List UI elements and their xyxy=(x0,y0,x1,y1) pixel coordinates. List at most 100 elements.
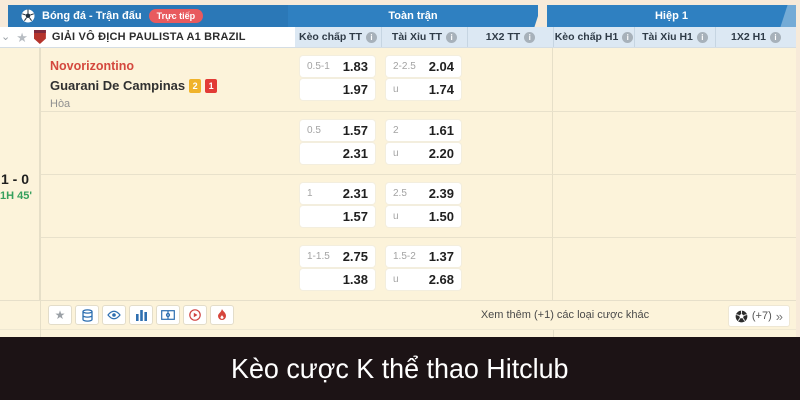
odds-button[interactable]: u 1.50 xyxy=(386,206,461,227)
half-divider xyxy=(553,330,554,337)
column-header-1x2-h1: 1X2 H1 xyxy=(715,27,796,47)
pitch-view-button[interactable] xyxy=(156,305,180,325)
h1-handicap-cell-empty xyxy=(553,48,634,111)
column-header-handicap-h1: Kèo chấp H1 xyxy=(553,27,634,47)
stats-chart-button[interactable] xyxy=(129,305,153,325)
overunder-odds-cell: 2-2.5 2.04 u 1.74 xyxy=(381,48,467,111)
score-gutter xyxy=(0,111,39,174)
score-gutter xyxy=(0,237,39,300)
odds-button[interactable]: u 1.74 xyxy=(386,79,461,100)
column-header-handicap-ft: Kèo chấp TT xyxy=(295,27,381,47)
odds-button[interactable]: 1.57 xyxy=(300,206,375,227)
favorite-star-icon[interactable]: ★ xyxy=(16,29,28,45)
home-team-name[interactable]: Novorizontino xyxy=(50,59,135,73)
odds-button[interactable]: u 2.68 xyxy=(386,269,461,290)
h1-1x2-cell-empty xyxy=(715,48,796,111)
live-stream-button[interactable] xyxy=(183,305,207,325)
favorite-star-button[interactable]: ★ xyxy=(48,305,72,325)
league-header-row: ⌄ ★ GIẢI VÔ ĐỊCH PAULISTA A1 BRAZIL Kèo … xyxy=(0,27,796,48)
1x2-odds-cell-empty xyxy=(467,48,553,111)
odds-button[interactable]: 2.31 xyxy=(300,143,375,164)
team-cell: Novorizontino Guarani De Campinas 2 1 Hòa xyxy=(40,48,295,111)
odds-button[interactable]: 1.5-2 1.37 xyxy=(386,246,461,267)
table-row: Novorizontino Guarani De Campinas 2 1 Hòa … xyxy=(0,48,796,111)
score-gutter xyxy=(0,48,39,111)
caption-banner: Kèo cược K thể thao Hitclub xyxy=(0,337,800,400)
info-icon[interactable] xyxy=(770,31,782,43)
overunder-odds-cell: 2 1.61 u 2.20 xyxy=(381,112,467,174)
info-icon[interactable] xyxy=(366,31,377,43)
more-bets-link[interactable]: Xem thêm (+1) các loại cược khác xyxy=(480,309,650,321)
yellow-card-badge: 2 xyxy=(189,79,202,93)
table-row: 0.5 1.57 2.31 2 1.61 u 2.20 xyxy=(0,111,796,174)
red-card-badge: 1 xyxy=(205,79,218,93)
chevron-right-icon: » xyxy=(775,308,783,324)
odds-button[interactable]: 2-2.5 2.04 xyxy=(386,56,461,77)
draw-label: Hòa xyxy=(50,98,71,110)
live-badge[interactable]: Trực tiếp xyxy=(148,9,204,23)
sport-breadcrumb: Bóng đá - Trận đấu xyxy=(42,10,142,22)
odds-button[interactable]: 0.5 1.57 xyxy=(300,120,375,141)
flame-icon xyxy=(218,309,226,320)
column-header-overunder-ft: Tài Xỉu TT xyxy=(381,27,467,47)
collapse-caret-icon[interactable]: ⌄ xyxy=(1,30,11,43)
league-crest-icon xyxy=(33,30,46,44)
1x2-odds-cell-empty xyxy=(467,175,553,237)
info-icon[interactable] xyxy=(622,31,634,43)
soccer-ball-icon xyxy=(735,310,748,322)
odds-body: Novorizontino Guarani De Campinas 2 1 Hòa … xyxy=(0,48,796,300)
eye-icon xyxy=(107,310,121,320)
odds-button[interactable]: 2.5 2.39 xyxy=(386,183,461,204)
info-icon[interactable] xyxy=(446,31,458,43)
odds-button[interactable]: u 2.20 xyxy=(386,143,461,164)
database-icon xyxy=(81,308,93,322)
away-team-name[interactable]: Guarani De Campinas 2 1 xyxy=(50,76,295,96)
1x2-odds-cell-empty xyxy=(467,112,553,174)
odds-button[interactable]: 1 2.31 xyxy=(300,183,375,204)
handicap-odds-cell: 0.5-1 1.83 1.97 xyxy=(295,48,381,111)
top-bar: Bóng đá - Trận đấu Trực tiếp Toàn trận H… xyxy=(8,5,796,27)
odds-table: ⌄ ★ GIẢI VÔ ĐỊCH PAULISTA A1 BRAZIL Kèo … xyxy=(0,27,796,337)
league-title-cell: ⌄ ★ GIẢI VÔ ĐỊCH PAULISTA A1 BRAZIL xyxy=(0,27,295,47)
overunder-odds-cell: 1.5-2 1.37 u 2.68 xyxy=(381,238,467,300)
gutter-divider xyxy=(40,48,41,337)
league-title: GIẢI VÔ ĐỊCH PAULISTA A1 BRAZIL xyxy=(51,31,246,43)
watch-button[interactable] xyxy=(102,305,126,325)
overunder-odds-cell: 2.5 2.39 u 1.50 xyxy=(381,175,467,237)
footer-row: ★ Xem thêm (+1) các loại cược khác xyxy=(0,300,796,330)
handicap-odds-cell: 0.5 1.57 2.31 xyxy=(295,112,381,174)
play-icon xyxy=(189,309,201,321)
hot-match-button[interactable] xyxy=(210,305,234,325)
odds-button[interactable]: 1-1.5 2.75 xyxy=(300,246,375,267)
decorative-stripe xyxy=(780,5,796,27)
odds-button[interactable]: 1.97 xyxy=(300,79,375,100)
odds-button[interactable]: 0.5-1 1.83 xyxy=(300,56,375,77)
table-row: 1 2.31 1.57 2.5 2.39 u 1.50 xyxy=(0,174,796,237)
statistics-database-button[interactable] xyxy=(75,305,99,325)
star-icon: ★ xyxy=(54,308,66,322)
sport-section[interactable]: Bóng đá - Trận đấu Trực tiếp xyxy=(8,5,288,27)
bar-chart-icon xyxy=(135,309,147,321)
info-icon[interactable] xyxy=(696,31,708,43)
table-row: 1-1.5 2.75 1.38 1.5-2 1.37 u 2.68 xyxy=(0,237,796,300)
live-score: 1 - 0 xyxy=(1,171,30,187)
handicap-odds-cell: 1 2.31 1.57 xyxy=(295,175,381,237)
caption-title: Kèo cược K thể thao Hitclub xyxy=(231,352,569,384)
column-headers: Kèo chấp TT Tài Xỉu TT 1X2 TT Kèo chấp H… xyxy=(295,27,796,47)
first-half-section-header: Hiệp 1 xyxy=(547,5,796,27)
more-count: (+7) xyxy=(751,310,772,322)
match-time: 1H 45' xyxy=(0,190,32,202)
column-header-overunder-h1: Tài Xỉu H1 xyxy=(634,27,715,47)
column-header-1x2-ft: 1X2 TT xyxy=(467,27,553,47)
odds-button[interactable]: 2 1.61 xyxy=(386,120,461,141)
soccer-ball-icon xyxy=(21,9,35,23)
info-icon[interactable] xyxy=(524,31,536,43)
full-match-section-header: Toàn trận xyxy=(288,5,538,27)
h1-overunder-cell-empty xyxy=(634,48,715,111)
handicap-odds-cell: 1-1.5 2.75 1.38 xyxy=(295,238,381,300)
1x2-odds-cell-empty xyxy=(467,238,553,300)
more-markets-button[interactable]: (+7) » xyxy=(727,305,790,327)
pitch-icon xyxy=(161,310,175,320)
odds-button[interactable]: 1.38 xyxy=(300,269,375,290)
